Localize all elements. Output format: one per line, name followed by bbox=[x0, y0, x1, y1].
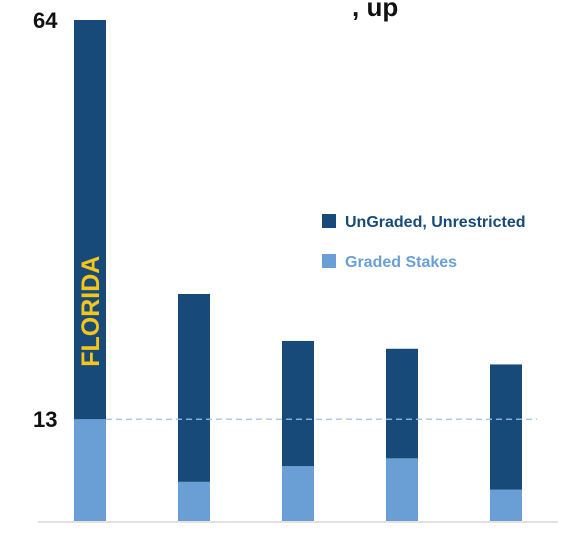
legend-label: Graded Stakes bbox=[345, 254, 457, 271]
legend-swatch bbox=[322, 254, 336, 268]
bars-group: FLORIDA bbox=[74, 20, 522, 521]
bar-category-label: FLORIDA bbox=[77, 256, 105, 367]
bar-graded-stakes-4 bbox=[386, 458, 418, 521]
legend-swatch bbox=[322, 214, 336, 228]
y-tick-label: 64 bbox=[33, 8, 58, 33]
bar-graded-stakes-5 bbox=[490, 489, 522, 521]
chart-title-fragment: , up bbox=[352, 0, 398, 22]
y-ticks-group: 13 64 bbox=[33, 8, 58, 432]
bar-ungraded-5 bbox=[490, 364, 522, 490]
bar-ungraded-1 bbox=[74, 20, 106, 420]
legend: UnGraded, Unrestricted Graded Stakes bbox=[322, 214, 525, 271]
bar-ungraded-3 bbox=[282, 340, 314, 467]
bar-ungraded-2 bbox=[178, 293, 210, 482]
legend-label: UnGraded, Unrestricted bbox=[345, 214, 525, 231]
bar-graded-stakes-1 bbox=[74, 419, 106, 521]
y-tick-label: 13 bbox=[33, 407, 57, 432]
bar-graded-stakes-2 bbox=[178, 481, 210, 521]
bar-ungraded-4 bbox=[386, 348, 418, 459]
bar-graded-stakes-3 bbox=[282, 466, 314, 521]
